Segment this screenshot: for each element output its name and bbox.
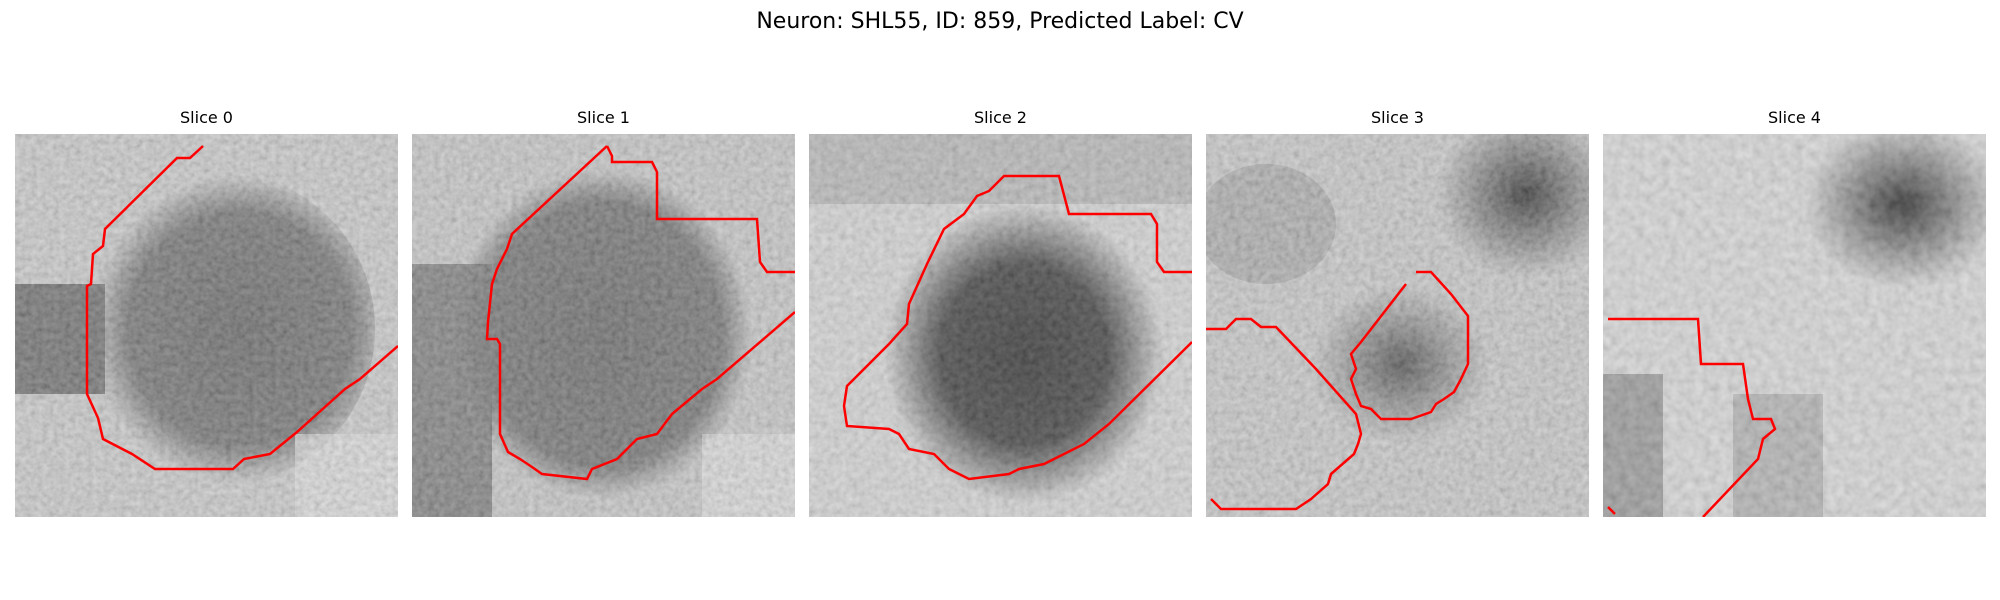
contour-4b: [1607, 506, 1616, 515]
slice-title-2: Slice 2: [974, 108, 1027, 127]
slice-title-4: Slice 4: [1768, 108, 1821, 127]
contour-2b: [1017, 174, 1192, 274]
slice-title-1: Slice 1: [577, 108, 630, 127]
contour-1a: [605, 145, 795, 274]
contour-4a: [1608, 317, 1777, 517]
slice-image-4: [1603, 134, 1986, 517]
slice-image-2: [809, 134, 1192, 517]
contour-3b: [1349, 270, 1470, 421]
slice-image-3: [1206, 134, 1589, 517]
contour-3a: [1206, 317, 1363, 511]
contour-0: [85, 145, 398, 471]
figure-title: Neuron: SHL55, ID: 859, Predicted Label:…: [756, 9, 1244, 34]
slice-title-3: Slice 3: [1371, 108, 1424, 127]
slice-image-1: [412, 134, 795, 517]
slice-title-0: Slice 0: [180, 108, 233, 127]
contour-2a: [842, 174, 1192, 481]
slice-image-0: [15, 134, 398, 517]
contour-1b: [485, 145, 795, 481]
